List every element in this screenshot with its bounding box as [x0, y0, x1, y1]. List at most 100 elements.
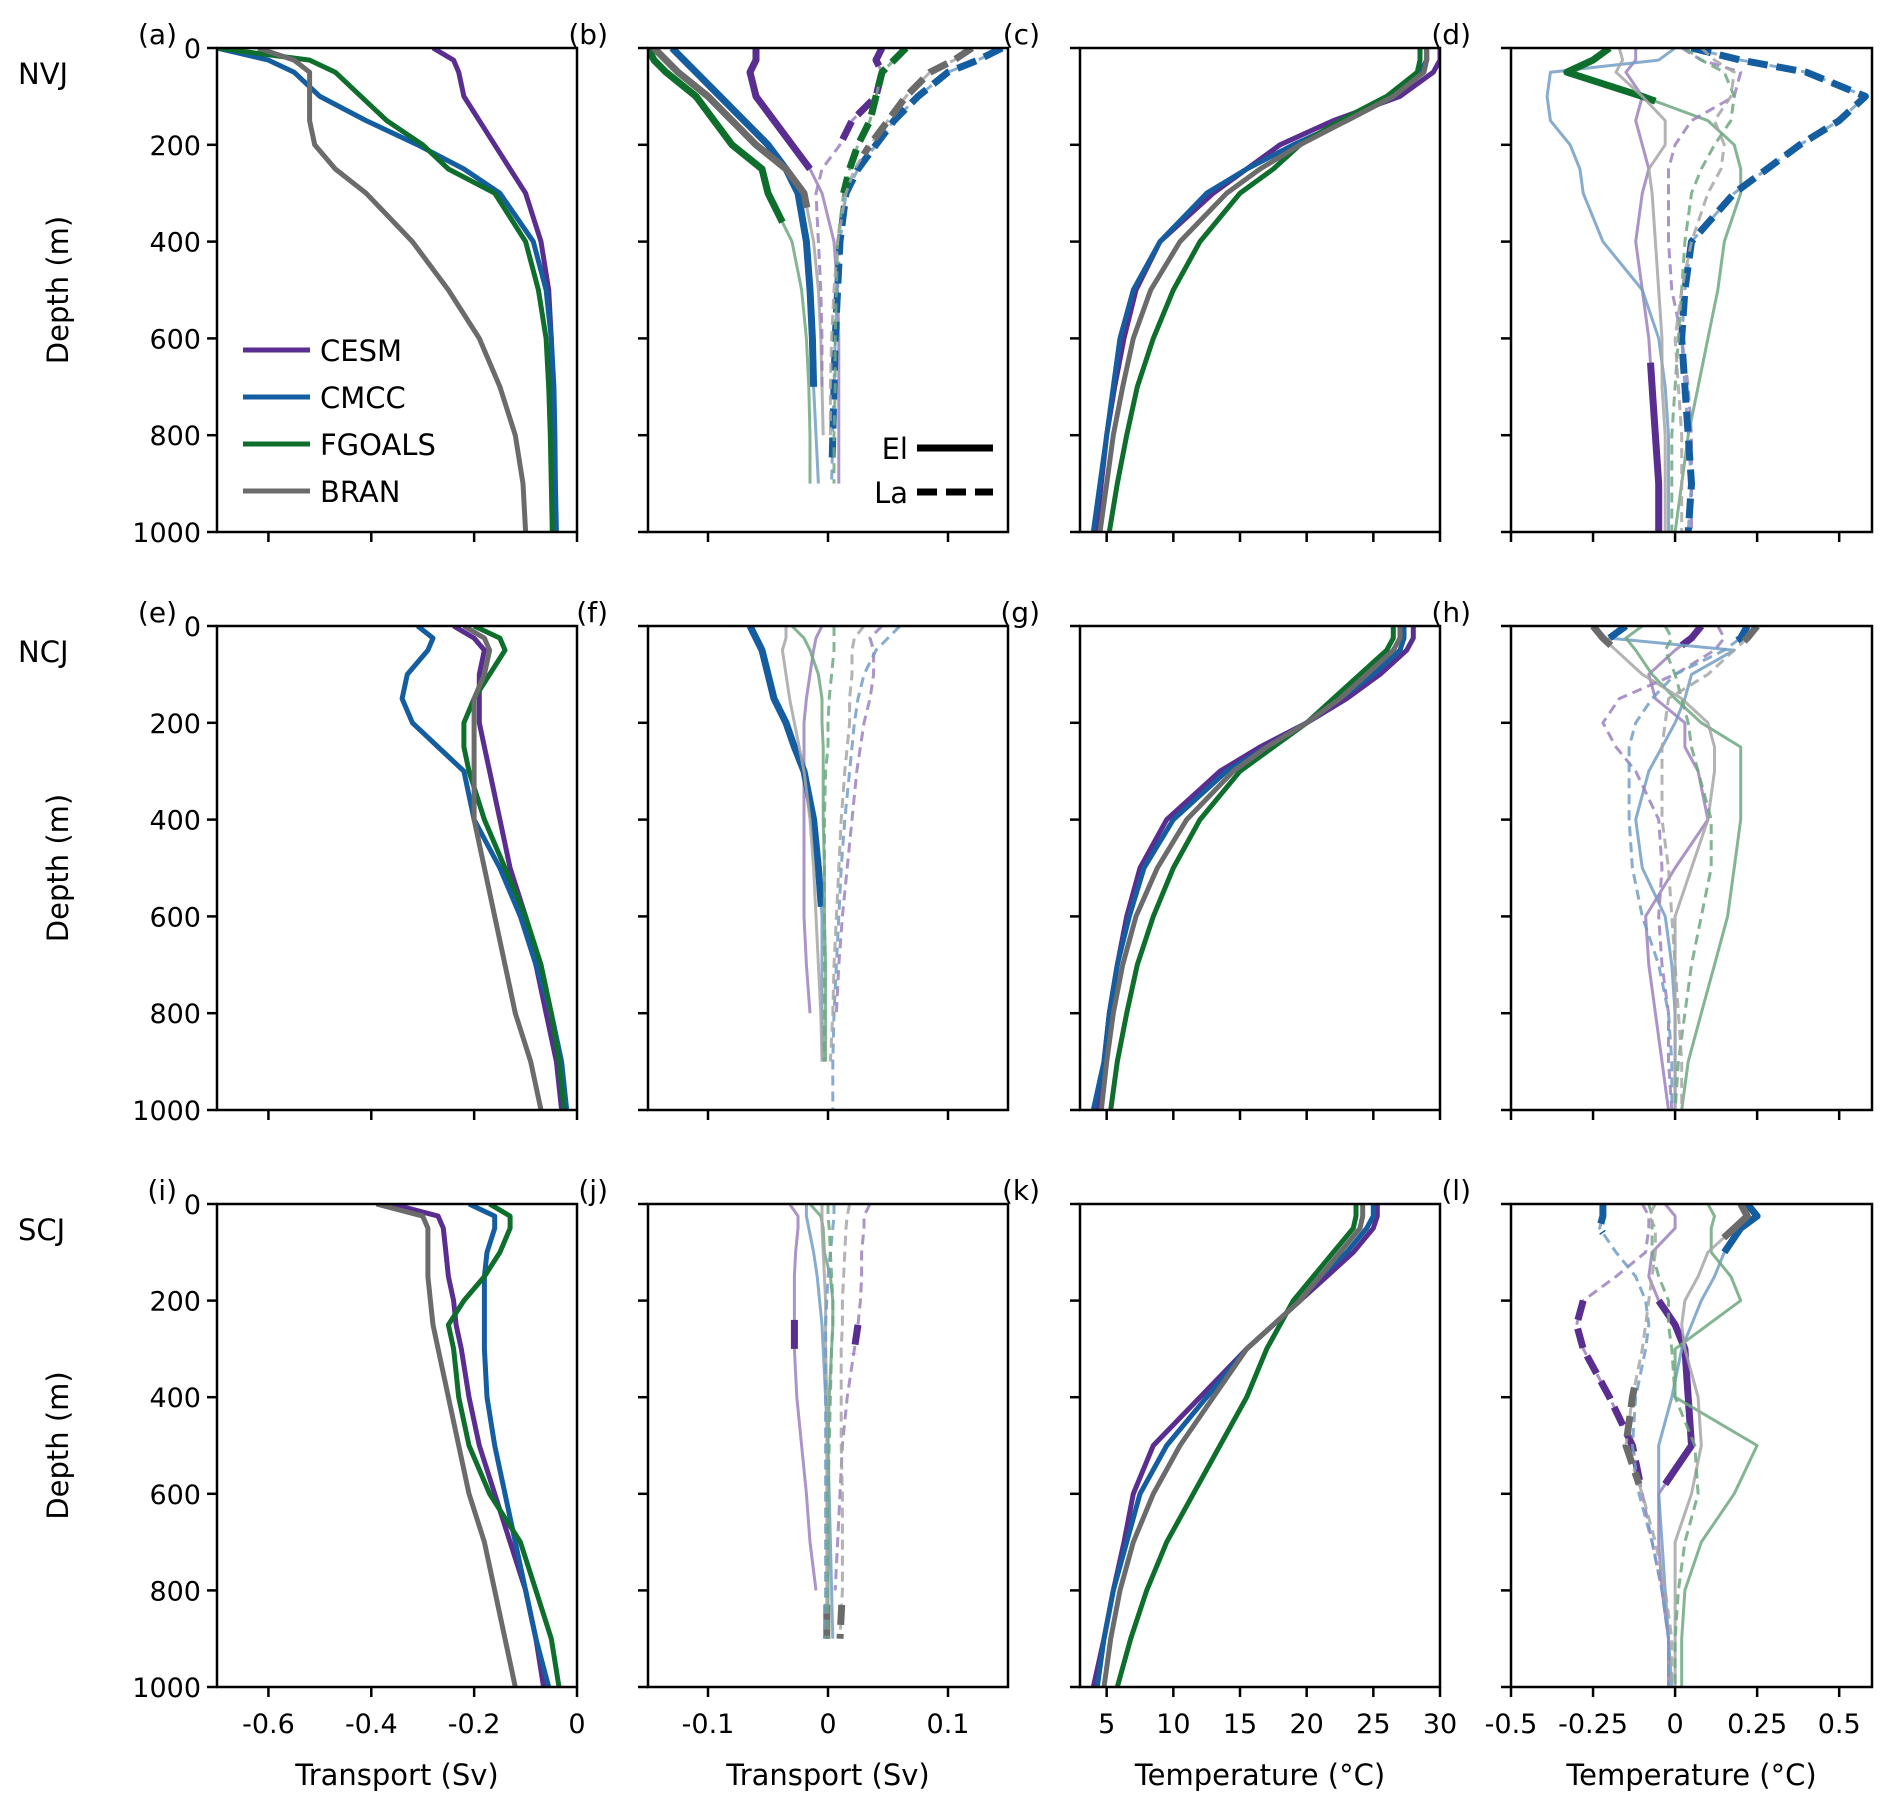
- panel-label: (i): [147, 1174, 177, 1207]
- series-group: [1090, 626, 1416, 1110]
- y-tick-label: 600: [149, 1480, 201, 1511]
- y-tick-label: 0: [184, 612, 201, 643]
- x-axis-label: Temperature (°C): [1565, 1758, 1816, 1792]
- panel-h: (h): [1431, 596, 1874, 1120]
- panel-f: (f): [576, 596, 1010, 1120]
- series-bran-la: [828, 626, 866, 1062]
- series-cmcc: [217, 48, 559, 532]
- x-tick-label: 0: [819, 1709, 836, 1740]
- panel-label: (h): [1431, 596, 1471, 629]
- axes-frame: [1509, 1202, 1874, 1689]
- series-fgoals: [445, 1204, 562, 1687]
- series-group: [1590, 626, 1760, 1110]
- legend-label-fgoals: FGOALS: [320, 428, 436, 462]
- series-bran-la: [1624, 1204, 1674, 1687]
- y-tick-label: 200: [149, 709, 201, 740]
- series-bran-la-significant: [836, 1604, 846, 1639]
- series-fgoals-la-significant: [840, 48, 909, 195]
- x-tick-label: -0.5: [1485, 1709, 1538, 1740]
- series-fgoals-el-significant: [648, 48, 786, 224]
- panel-j: -0.1 0 0.1 Transport (Sv) (j): [578, 1174, 1010, 1792]
- x-tick-label: 25: [1356, 1709, 1390, 1740]
- series-bran: [375, 1204, 518, 1687]
- y-axis-label: Depth (m): [41, 794, 75, 942]
- series-bran: [1098, 626, 1403, 1110]
- y-tick-label: 400: [149, 228, 201, 259]
- y-tick-label: 0: [184, 34, 201, 65]
- row-label: NVJ: [18, 57, 68, 91]
- series-cesm: [1090, 1204, 1380, 1687]
- x-tick-label: 5: [1098, 1709, 1115, 1740]
- series-fgoals-el: [1624, 626, 1743, 1110]
- series-cmcc-el: [804, 1204, 835, 1639]
- y-tick-label: 200: [149, 1287, 201, 1318]
- series-bran-el: [1614, 48, 1667, 532]
- x-axis-label: Temperature (°C): [1134, 1758, 1385, 1792]
- x-axis-label: Transport (Sv): [294, 1758, 499, 1792]
- axes-frame: [215, 1202, 579, 1689]
- series-cmcc-el-significant: [746, 626, 825, 907]
- panel-k: 5 10 15 20 25 30 Temperature (°C) (k): [1002, 1174, 1457, 1792]
- series-cesm-el-significant: [1655, 1298, 1695, 1487]
- series-bran-el: [652, 48, 825, 436]
- panel-label: (f): [576, 596, 608, 629]
- x-tick-label: 0.1: [927, 1709, 970, 1740]
- y-tick-label: 800: [149, 999, 201, 1030]
- series-bran-el: [780, 626, 824, 1062]
- x-tick-label: 10: [1156, 1709, 1190, 1740]
- series-cmcc-el-significant: [1721, 1204, 1761, 1255]
- series-bran: [1097, 48, 1430, 532]
- y-tick-label: 400: [149, 806, 201, 837]
- panel-label: (j): [578, 1174, 608, 1207]
- axes-frame: [1078, 624, 1442, 1112]
- series-bran-la: [838, 1204, 852, 1639]
- x-tick-label: 0: [1666, 1709, 1683, 1740]
- y-tick-label: 1000: [132, 1673, 201, 1704]
- series-cmcc-la: [822, 1204, 836, 1639]
- panel-label: (d): [1431, 18, 1471, 51]
- series-cmcc-el: [1608, 626, 1736, 1110]
- x-tick-label: 0.5: [1818, 1709, 1861, 1740]
- series-cesm: [1093, 48, 1440, 532]
- panel-label: (g): [1000, 596, 1040, 629]
- series-group: [746, 626, 902, 1110]
- series-fgoals-el-significant: [1563, 48, 1657, 105]
- x-tick-label: 0: [568, 1709, 585, 1740]
- y-tick-label: 1000: [132, 518, 201, 549]
- axes-frame: [1078, 46, 1442, 534]
- y-axis-label: Depth (m): [41, 216, 75, 364]
- y-tick-label: 600: [149, 324, 201, 355]
- series-fgoals: [1106, 48, 1423, 532]
- series-cesm-la: [834, 626, 884, 1014]
- axes-frame: [1509, 624, 1874, 1112]
- series-fgoals-el: [790, 626, 828, 1062]
- panel-label: (k): [1002, 1174, 1040, 1207]
- series-cmcc-la-significant: [1678, 48, 1869, 532]
- series-group: [217, 48, 559, 532]
- axes-frame: [646, 46, 1010, 534]
- panel-b: (b): [568, 18, 1010, 542]
- x-tick-label: 20: [1289, 1709, 1323, 1740]
- legend-label-la: La: [874, 476, 908, 510]
- x-tick-label: 0.25: [1727, 1709, 1787, 1740]
- series-cesm-la-significant: [1573, 1299, 1644, 1485]
- series-cesm-la-significant: [850, 1324, 862, 1355]
- series-cesm-el-significant: [1679, 626, 1705, 649]
- series-fgoals-la: [822, 626, 836, 1062]
- series-cesm-la: [833, 1204, 872, 1591]
- panel-label: (l): [1441, 1174, 1471, 1207]
- x-tick-label: -0.25: [1558, 1709, 1628, 1740]
- series-cesm-la: [1667, 48, 1743, 532]
- x-tick-label: -0.6: [242, 1709, 295, 1740]
- series-cesm-el: [748, 48, 841, 484]
- axes-frame: [1509, 46, 1874, 534]
- series-cmcc-el: [1657, 1204, 1759, 1687]
- axes-frame: [215, 624, 579, 1112]
- panel-label: (c): [1003, 18, 1040, 51]
- series-bran-la-significant: [1737, 626, 1760, 648]
- legend-label-el: El: [882, 432, 908, 466]
- series-fgoals-el: [1673, 1204, 1759, 1687]
- panel-i: 0 200 400 600 800 1000 -0.6 -0.4 -0.2 0 Transport …: [18, 1174, 586, 1792]
- series-bran-el-significant: [1721, 1204, 1751, 1241]
